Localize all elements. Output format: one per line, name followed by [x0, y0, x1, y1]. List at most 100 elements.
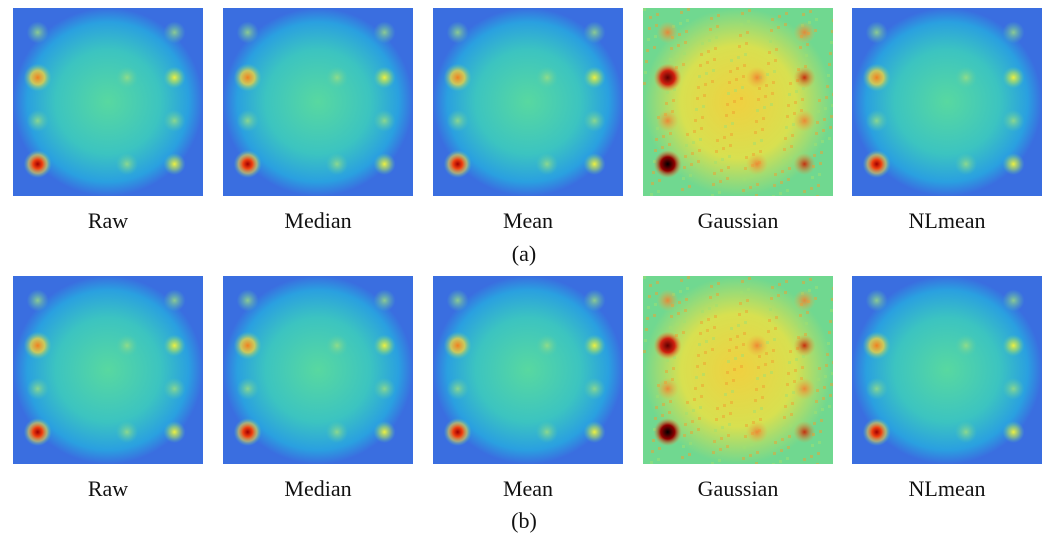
- noise: [757, 98, 760, 101]
- noise: [771, 286, 774, 289]
- spot: [536, 67, 558, 89]
- noise: [703, 362, 706, 365]
- noise: [789, 82, 792, 85]
- noise: [699, 64, 702, 67]
- noise: [767, 62, 770, 65]
- noise: [742, 189, 745, 192]
- noise: [689, 174, 692, 177]
- noise: [809, 10, 812, 13]
- noise: [794, 101, 797, 104]
- noise: [785, 394, 788, 397]
- noise: [658, 447, 661, 450]
- spot: [1003, 110, 1025, 132]
- noise: [728, 423, 731, 426]
- noise: [785, 126, 788, 129]
- noise: [654, 35, 657, 38]
- noise: [716, 407, 719, 410]
- noise: [816, 463, 819, 464]
- noise: [693, 130, 696, 133]
- spot: [164, 110, 186, 132]
- noise: [737, 56, 740, 59]
- spot: [374, 421, 396, 443]
- noise: [799, 314, 802, 317]
- spot: [794, 378, 816, 400]
- noise: [684, 155, 687, 158]
- noise: [774, 327, 777, 330]
- noise: [773, 70, 776, 73]
- noise: [734, 89, 737, 92]
- spot: [584, 21, 606, 43]
- noise: [733, 368, 736, 371]
- noise: [742, 343, 745, 346]
- noise: [741, 86, 744, 89]
- spot: [654, 332, 682, 360]
- noise: [669, 400, 672, 403]
- spot: [326, 67, 348, 89]
- spot: [116, 335, 138, 357]
- spot: [374, 110, 396, 132]
- spot: [374, 21, 396, 43]
- noise: [739, 302, 742, 305]
- noise: [786, 115, 789, 118]
- noise: [702, 373, 705, 376]
- noise: [761, 396, 764, 399]
- noise: [728, 349, 731, 352]
- noise: [802, 13, 805, 16]
- noise: [692, 409, 695, 412]
- noise: [697, 86, 700, 89]
- spot: [234, 150, 262, 178]
- panel-label: Mean: [433, 476, 623, 502]
- noise: [715, 150, 718, 153]
- noise: [701, 42, 704, 45]
- noise: [683, 52, 686, 55]
- spot: [955, 67, 977, 89]
- noise: [740, 291, 743, 294]
- noise: [759, 150, 762, 153]
- noise: [745, 42, 748, 45]
- noise: [774, 59, 777, 62]
- noise: [735, 78, 738, 81]
- noise: [721, 158, 724, 161]
- noise: [824, 375, 827, 378]
- noise: [775, 316, 778, 319]
- noise: [788, 93, 791, 96]
- noise: [645, 328, 648, 331]
- noise: [716, 293, 719, 296]
- noise: [770, 297, 773, 300]
- noise: [759, 418, 762, 421]
- noise: [828, 63, 831, 66]
- noise: [713, 326, 716, 329]
- subfigure-caption: (b): [0, 508, 1048, 534]
- noise: [682, 63, 685, 66]
- noise: [700, 321, 703, 324]
- noise: [832, 93, 833, 96]
- noise: [661, 414, 664, 417]
- noise: [777, 26, 780, 29]
- noise: [828, 137, 831, 140]
- noise: [771, 92, 774, 95]
- filtered-image: [13, 276, 203, 464]
- noise: [658, 179, 661, 182]
- noise: [786, 189, 789, 192]
- noise: [784, 23, 787, 26]
- noise: [791, 134, 794, 137]
- noise: [669, 132, 672, 135]
- noise: [705, 72, 708, 75]
- noise: [787, 104, 790, 107]
- noise: [742, 457, 745, 460]
- noise: [662, 135, 665, 138]
- noise: [682, 445, 685, 448]
- noise: [734, 357, 737, 360]
- noise: [715, 418, 718, 421]
- noise: [810, 455, 813, 458]
- noise: [753, 410, 756, 413]
- noise: [810, 187, 813, 190]
- noise: [733, 100, 736, 103]
- spot: [794, 110, 816, 132]
- noise: [714, 47, 717, 50]
- spot: [116, 153, 138, 175]
- noise: [778, 15, 781, 18]
- noise: [716, 25, 719, 28]
- noise: [717, 282, 720, 285]
- noise: [772, 349, 775, 352]
